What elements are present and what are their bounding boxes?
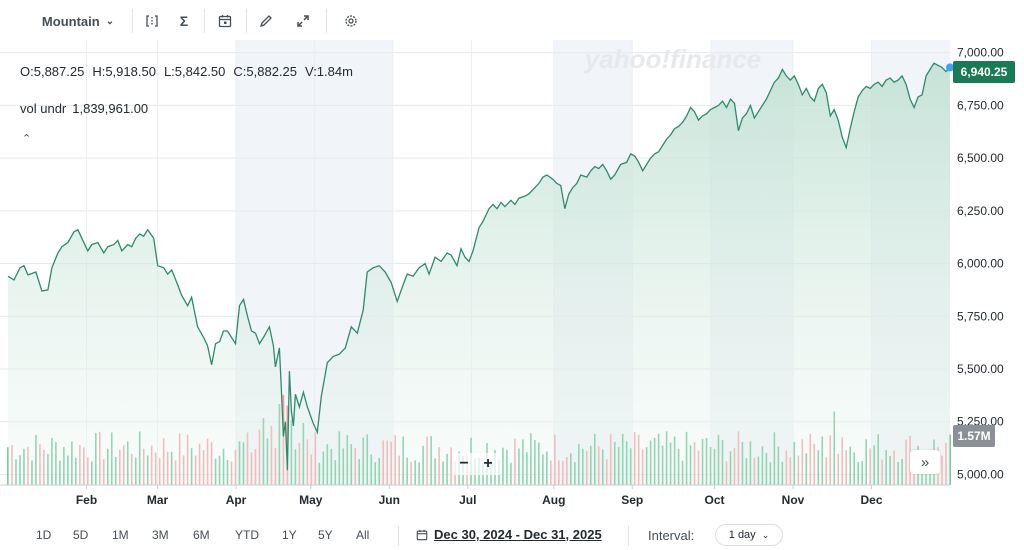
- x-tick-label: May: [299, 493, 323, 507]
- volume-study-readout[interactable]: vol undr 1,839,961.00: [20, 101, 148, 116]
- calendar-icon: [416, 529, 428, 540]
- range-button-1y[interactable]: 1Y: [282, 528, 297, 542]
- volume-value: V:1.84m: [305, 64, 353, 79]
- collapse-legend-icon[interactable]: ⌃: [22, 133, 32, 145]
- x-tick-label: Dec: [860, 493, 882, 507]
- low-value: L:5,842.50: [163, 64, 226, 79]
- range-button-5y[interactable]: 5Y: [318, 528, 333, 542]
- toolbar-divider: [246, 9, 247, 33]
- chevron-down-icon: ⌄: [761, 529, 770, 540]
- price-area-fill: [8, 63, 950, 485]
- last-price-badge: 6,940.25: [953, 61, 1015, 83]
- range-button-5d[interactable]: 5D: [73, 528, 89, 542]
- y-tick-label: 6,250.00: [957, 204, 1004, 218]
- yahoo-finance-watermark: yahoo!finance: [583, 44, 761, 74]
- x-tick-label: Nov: [782, 493, 805, 507]
- fullscreen-icon[interactable]: [292, 10, 314, 32]
- x-tick-label: Jul: [459, 493, 476, 507]
- scroll-to-latest-button[interactable]: »: [910, 450, 940, 474]
- x-axis-ticks: Feb Mar Apr May Jun Jul Aug Sep Oct Nov Dec: [76, 485, 883, 507]
- zoom-in-button[interactable]: +: [483, 455, 493, 472]
- close-value: C:5,882.25: [233, 64, 297, 79]
- toolbar-divider: [204, 9, 205, 33]
- high-value: H:5,918.50: [92, 64, 156, 79]
- y-tick-label: 6,750.00: [957, 98, 1004, 112]
- indicators-icon[interactable]: Σ: [179, 13, 189, 29]
- volume-study-value: 1,839,961.00: [72, 101, 149, 116]
- range-bar: 1D 5D 1M 3M 6M YTD 1Y 5Y All Dec 30, 2024 - Dec …: [0, 522, 1024, 550]
- x-tick-label: Feb: [76, 493, 97, 507]
- zoom-out-button[interactable]: −: [459, 455, 469, 472]
- y-tick-label: 7,000.00: [957, 46, 1004, 60]
- zoom-controls: − +: [452, 453, 500, 475]
- interval-label: Interval:: [648, 528, 695, 543]
- toolbar-divider: [326, 9, 327, 33]
- x-tick-label: Mar: [147, 493, 169, 507]
- range-button-all[interactable]: All: [356, 528, 370, 542]
- range-button-1d[interactable]: 1D: [36, 528, 52, 542]
- chart-toolbar: Mountain ⌄ Σ: [0, 0, 1024, 42]
- range-button-3m[interactable]: 3M: [152, 528, 169, 542]
- volume-study-label: vol undr: [20, 101, 67, 116]
- y-tick-label: 6,000.00: [957, 257, 1004, 271]
- x-tick-label: Jun: [379, 493, 400, 507]
- last-price-dot: [946, 63, 954, 72]
- x-tick-label: Aug: [542, 493, 565, 507]
- y-tick-label: 5,500.00: [957, 362, 1004, 376]
- y-tick-label: 6,500.00: [957, 151, 1004, 165]
- range-button-ytd[interactable]: YTD: [235, 528, 259, 542]
- events-icon[interactable]: [214, 10, 236, 32]
- toolbar-divider: [132, 9, 133, 33]
- chart-type-selector[interactable]: Mountain ⌄: [38, 10, 118, 32]
- ohlc-readout: O:5,887.25 H:5,918.50 L:5,842.50 C:5,882.25…: [20, 64, 361, 79]
- compare-icon[interactable]: [142, 10, 162, 32]
- y-tick-label: 5,750.00: [957, 309, 1004, 323]
- interval-divider: [628, 526, 629, 546]
- interval-value: 1 day: [728, 529, 756, 541]
- range-divider: [398, 526, 399, 546]
- chevron-down-icon: ⌄: [105, 15, 115, 27]
- y-axis-ticks: 7,000.00 6,750.00 6,500.00 6,250.00 6,000.00…: [957, 46, 1004, 482]
- y-tick-label: 5,000.00: [957, 467, 1004, 481]
- last-volume-badge: 1.57M: [953, 425, 995, 447]
- draw-icon[interactable]: [256, 10, 276, 32]
- chart-type-label: Mountain: [41, 13, 100, 29]
- settings-icon[interactable]: [340, 10, 362, 32]
- price-chart[interactable]: yahoo!finance 7,000.00 6,750.00 6,500.00 6,…: [0, 0, 1024, 522]
- x-tick-label: Apr: [226, 493, 247, 507]
- range-button-1m[interactable]: 1M: [112, 528, 129, 542]
- price-line: [7, 62, 951, 471]
- date-range-picker[interactable]: Dec 30, 2024 - Dec 31, 2025: [416, 527, 602, 542]
- x-tick-label: Sep: [621, 493, 643, 507]
- interval-select[interactable]: 1 day ⌄: [715, 524, 783, 546]
- open-value: O:5,887.25: [20, 64, 85, 79]
- x-tick-label: Oct: [704, 493, 724, 507]
- range-button-6m[interactable]: 6M: [193, 528, 210, 542]
- date-range-text: Dec 30, 2024 - Dec 31, 2025: [434, 527, 602, 542]
